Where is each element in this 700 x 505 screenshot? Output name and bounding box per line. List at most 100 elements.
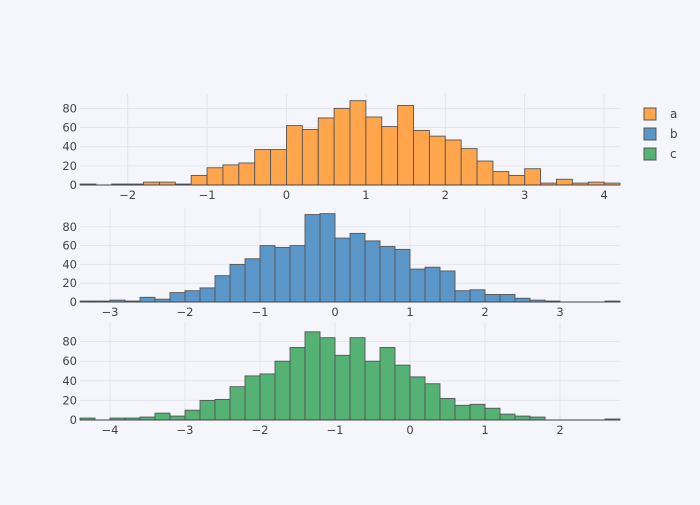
bar-c[interactable] [244,375,261,421]
bar-c[interactable] [229,386,246,421]
y-tick-label: 0 [70,413,77,427]
bar-a[interactable] [222,164,240,186]
bar-c[interactable] [394,364,411,421]
bar-a[interactable] [460,148,478,186]
legend-label: a [670,107,677,121]
bar-c[interactable] [409,376,426,421]
bar-c[interactable] [424,383,441,421]
bar-b[interactable] [274,247,291,303]
legend-label: b [670,127,678,141]
bar-c[interactable] [454,404,471,421]
bar-b[interactable] [349,232,366,303]
bar-c[interactable] [199,399,216,421]
legend-item-b[interactable]: b [643,127,678,141]
bar-b[interactable] [364,240,381,303]
bar-a[interactable] [413,129,430,186]
bar-b[interactable] [199,287,216,303]
bar-a[interactable] [397,105,414,186]
bar-a[interactable] [428,135,446,186]
bar-c[interactable] [154,412,171,421]
bar-b[interactable] [469,289,486,303]
bar-a[interactable] [524,168,542,186]
y-tick-label: 0 [70,178,77,192]
bar-a[interactable] [206,167,224,186]
bar-b[interactable] [334,237,351,303]
bar-c[interactable] [469,403,486,421]
bar-a[interactable] [492,171,510,186]
bar-c[interactable] [184,409,201,421]
x-tick-label: 2 [556,423,563,437]
bar-c[interactable] [169,415,186,421]
bar-b[interactable] [304,214,321,303]
subplot-b: 0 20 40 60 80 −3 −2 −1 0 1 2 3 [62,208,621,319]
bar-c[interactable] [379,347,396,421]
x-tick-label: 1 [362,188,369,202]
bar-b[interactable] [229,263,246,303]
bar-b[interactable] [439,270,456,303]
y-tick-label: 60 [62,239,77,253]
bar-b[interactable] [499,294,516,303]
bar-b[interactable] [214,275,231,303]
x-tick-label: 0 [283,188,290,202]
bar-c[interactable] [364,360,381,421]
bar-a[interactable] [254,149,272,186]
x-tick-label: 4 [600,188,607,202]
bar-c[interactable] [514,415,531,421]
x-tick-label: −3 [177,423,194,437]
y-tick-label: 0 [70,295,77,309]
bar-b[interactable] [484,294,501,303]
bar-a[interactable] [270,149,287,186]
bar-c[interactable] [334,354,351,421]
bar-a[interactable] [301,128,319,186]
x-tick-label: 2 [442,188,449,202]
y-tick-label: 20 [62,276,77,290]
x-tick-label: 0 [406,423,413,437]
bar-a[interactable] [381,126,399,186]
bar-b[interactable] [409,268,426,303]
bar-c[interactable] [499,413,516,421]
bar-a[interactable] [190,174,208,186]
bar-a[interactable] [286,125,303,186]
bar-c[interactable] [304,331,321,421]
legend-item-c[interactable]: c [643,147,677,161]
x-tick-label: 2 [481,305,488,319]
bar-c[interactable] [484,407,501,421]
bar-a[interactable] [476,160,494,186]
bar-b[interactable] [394,248,411,303]
bar-c[interactable] [214,398,231,421]
bar-b[interactable] [319,213,336,303]
bar-b[interactable] [169,292,186,303]
bar-b[interactable] [139,296,156,303]
bar-a[interactable] [556,178,573,186]
bar-a[interactable] [349,100,367,186]
bar-c[interactable] [349,337,366,421]
bar-a[interactable] [444,139,462,186]
bar-b[interactable] [454,290,471,303]
legend-swatch [643,127,657,141]
bar-c[interactable] [319,337,336,421]
y-tick-label: 40 [62,257,77,271]
bar-b[interactable] [289,245,306,303]
legend-item-a[interactable]: a [643,107,677,121]
bar-b[interactable] [184,290,201,303]
bar-b[interactable] [514,297,531,303]
bar-a[interactable] [365,116,383,186]
bar-c[interactable] [289,347,306,421]
bar-a[interactable] [333,107,351,186]
bar-b[interactable] [379,246,396,303]
legend-swatch [643,107,657,121]
bar-c[interactable] [274,360,291,421]
bar-b[interactable] [259,245,276,303]
bar-a[interactable] [317,117,335,186]
bar-a[interactable] [508,174,526,186]
legend[interactable]: abc [643,107,678,161]
x-tick-label: −4 [102,423,119,437]
bar-c[interactable] [439,397,456,421]
bar-b[interactable] [244,258,261,303]
legend-swatch [643,147,657,161]
bar-a[interactable] [238,162,256,186]
bar-b[interactable] [424,266,441,303]
bar-c[interactable] [259,373,276,421]
